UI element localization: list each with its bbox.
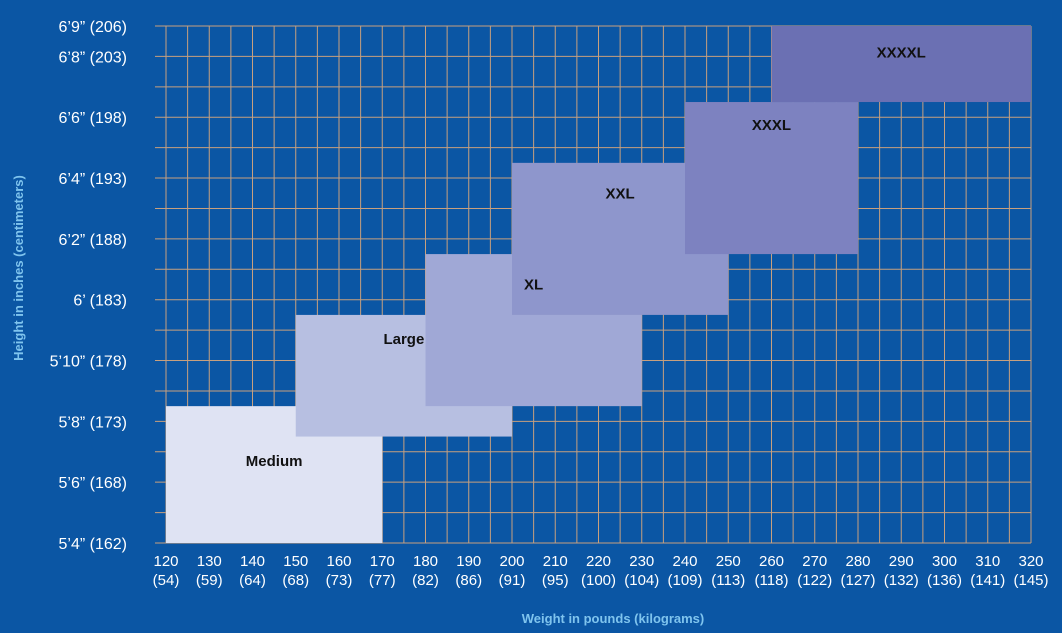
x-tick-label: 250 [716, 553, 741, 570]
x-tick-label-kg: (64) [239, 572, 266, 589]
y-tick-label: 6’4” (193) [59, 171, 127, 188]
x-tick-label: 310 [975, 553, 1000, 570]
x-tick-label-kg: (109) [667, 572, 702, 589]
x-tick-label: 280 [845, 553, 870, 570]
x-tick-label-kg: (95) [542, 572, 569, 589]
x-tick-label-kg: (122) [797, 572, 832, 589]
x-tick-label: 150 [283, 553, 308, 570]
y-tick-label: 5’8” (173) [59, 414, 127, 431]
y-tick-label: 5’6” (168) [59, 475, 127, 492]
x-tick-label-kg: (59) [196, 572, 223, 589]
x-tick-label-kg: (73) [326, 572, 353, 589]
y-tick-label: 6’6” (198) [59, 110, 127, 127]
x-tick-label: 200 [499, 553, 524, 570]
x-tick-label: 270 [802, 553, 827, 570]
x-tick-label: 210 [543, 553, 568, 570]
x-tick-label-kg: (68) [282, 572, 309, 589]
x-tick-label-kg: (132) [884, 572, 919, 589]
x-axis-title: Weight in pounds (kilograms) [522, 611, 704, 626]
x-tick-label-kg: (118) [755, 572, 789, 589]
x-tick-label: 260 [759, 553, 784, 570]
x-tick-label-kg: (141) [970, 572, 1005, 589]
x-tick-label-kg: (136) [927, 572, 962, 589]
x-tick-label: 170 [370, 553, 395, 570]
region-label-large: Large [383, 331, 424, 348]
y-tick-label: 6’ (183) [73, 293, 127, 310]
x-tick-label-kg: (82) [412, 572, 439, 589]
y-tick-label: 6’2” (188) [59, 232, 127, 249]
x-tick-label-kg: (104) [624, 572, 659, 589]
y-tick-label: 6’9” (206) [59, 19, 127, 36]
size-regions [166, 26, 1031, 543]
x-tick-label: 190 [456, 553, 481, 570]
x-tick-label: 230 [629, 553, 654, 570]
x-tick-label: 320 [1018, 553, 1043, 570]
region-label-medium: Medium [246, 453, 303, 470]
region-xxxxl [771, 26, 1031, 103]
x-tick-label-kg: (54) [153, 572, 180, 589]
x-tick-label-kg: (86) [455, 572, 482, 589]
region-label-xxxl: XXXL [752, 117, 791, 134]
x-tick-label-kg: (100) [581, 572, 616, 589]
x-tick-label: 160 [326, 553, 351, 570]
x-tick-label: 220 [586, 553, 611, 570]
region-label-xl: XL [524, 277, 543, 294]
region-xxxl [685, 102, 858, 255]
x-tick-label: 240 [672, 553, 697, 570]
region-label-xxxxl: XXXXL [877, 45, 926, 62]
y-tick-label: 6’8” (203) [59, 49, 127, 66]
y-tick-label: 5’10” (178) [50, 354, 127, 371]
x-tick-label-kg: (127) [840, 572, 875, 589]
x-tick-label: 130 [197, 553, 222, 570]
x-tick-label: 300 [932, 553, 957, 570]
x-tick-label-kg: (113) [711, 572, 745, 589]
y-tick-label: 5’4” (162) [59, 536, 127, 553]
x-tick-label-kg: (145) [1013, 572, 1048, 589]
x-tick-label: 120 [153, 553, 178, 570]
x-tick-label: 180 [413, 553, 438, 570]
region-label-xxl: XXL [606, 185, 635, 202]
y-axis-title: Height in inches (centimeters) [11, 175, 26, 361]
x-tick-label-kg: (91) [499, 572, 526, 589]
x-tick-label: 290 [889, 553, 914, 570]
x-tick-label-kg: (77) [369, 572, 396, 589]
x-tick-label: 140 [240, 553, 265, 570]
